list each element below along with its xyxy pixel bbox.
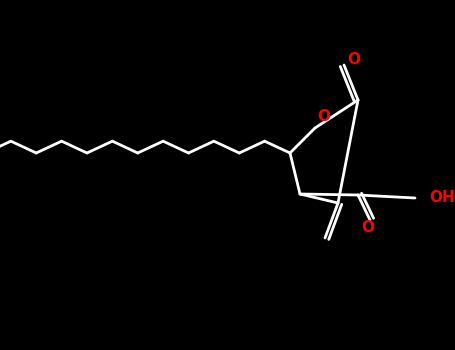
Text: OH: OH — [429, 190, 455, 205]
Text: O: O — [348, 52, 360, 68]
Text: O: O — [318, 109, 330, 124]
Text: O: O — [362, 220, 374, 236]
